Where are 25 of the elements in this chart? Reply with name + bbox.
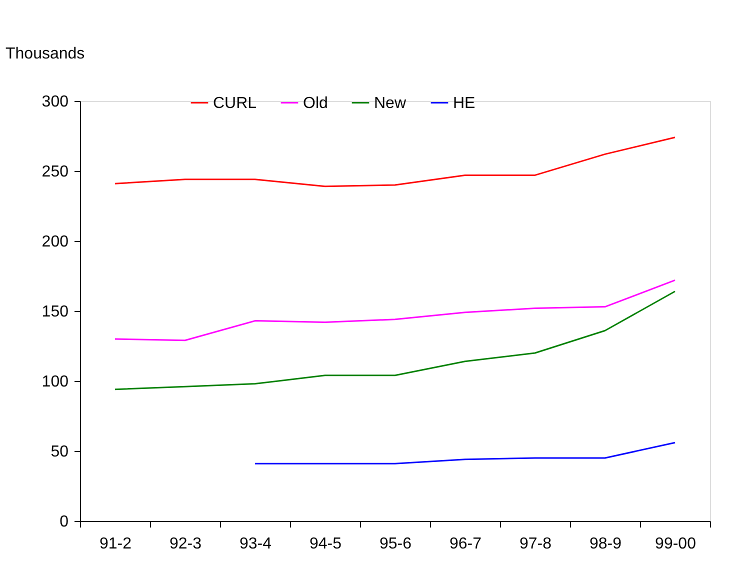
y-axis-title: Thousands [6, 46, 85, 62]
x-tick-label: 91-2 [99, 536, 132, 552]
line-series [114, 136, 676, 188]
y-tick-label: 250 [42, 164, 69, 180]
x-tick-label: 98-9 [589, 536, 622, 552]
y-tick-label: 200 [42, 234, 69, 250]
line-series [114, 290, 676, 390]
legend-label: New [374, 94, 406, 112]
x-tick-label: 95-6 [379, 536, 412, 552]
x-tick-label: 92-3 [169, 536, 202, 552]
legend-label: CURL [213, 94, 257, 112]
legend-label: Old [303, 94, 328, 112]
legend-label: HE [453, 94, 476, 112]
y-tick-label: 300 [42, 94, 69, 110]
line-series [114, 279, 676, 342]
x-tick-label: 96-7 [449, 536, 482, 552]
x-tick-label: 97-8 [519, 536, 552, 552]
x-tick-label: 94-5 [309, 536, 342, 552]
x-tick-label: 93-4 [239, 536, 272, 552]
y-tick-label: 0 [60, 514, 69, 530]
x-tick-label: 99-00 [655, 536, 696, 552]
line-series [254, 442, 676, 464]
y-tick-label: 150 [42, 304, 69, 320]
y-tick-label: 50 [50, 444, 69, 460]
y-tick-label: 100 [42, 374, 69, 390]
